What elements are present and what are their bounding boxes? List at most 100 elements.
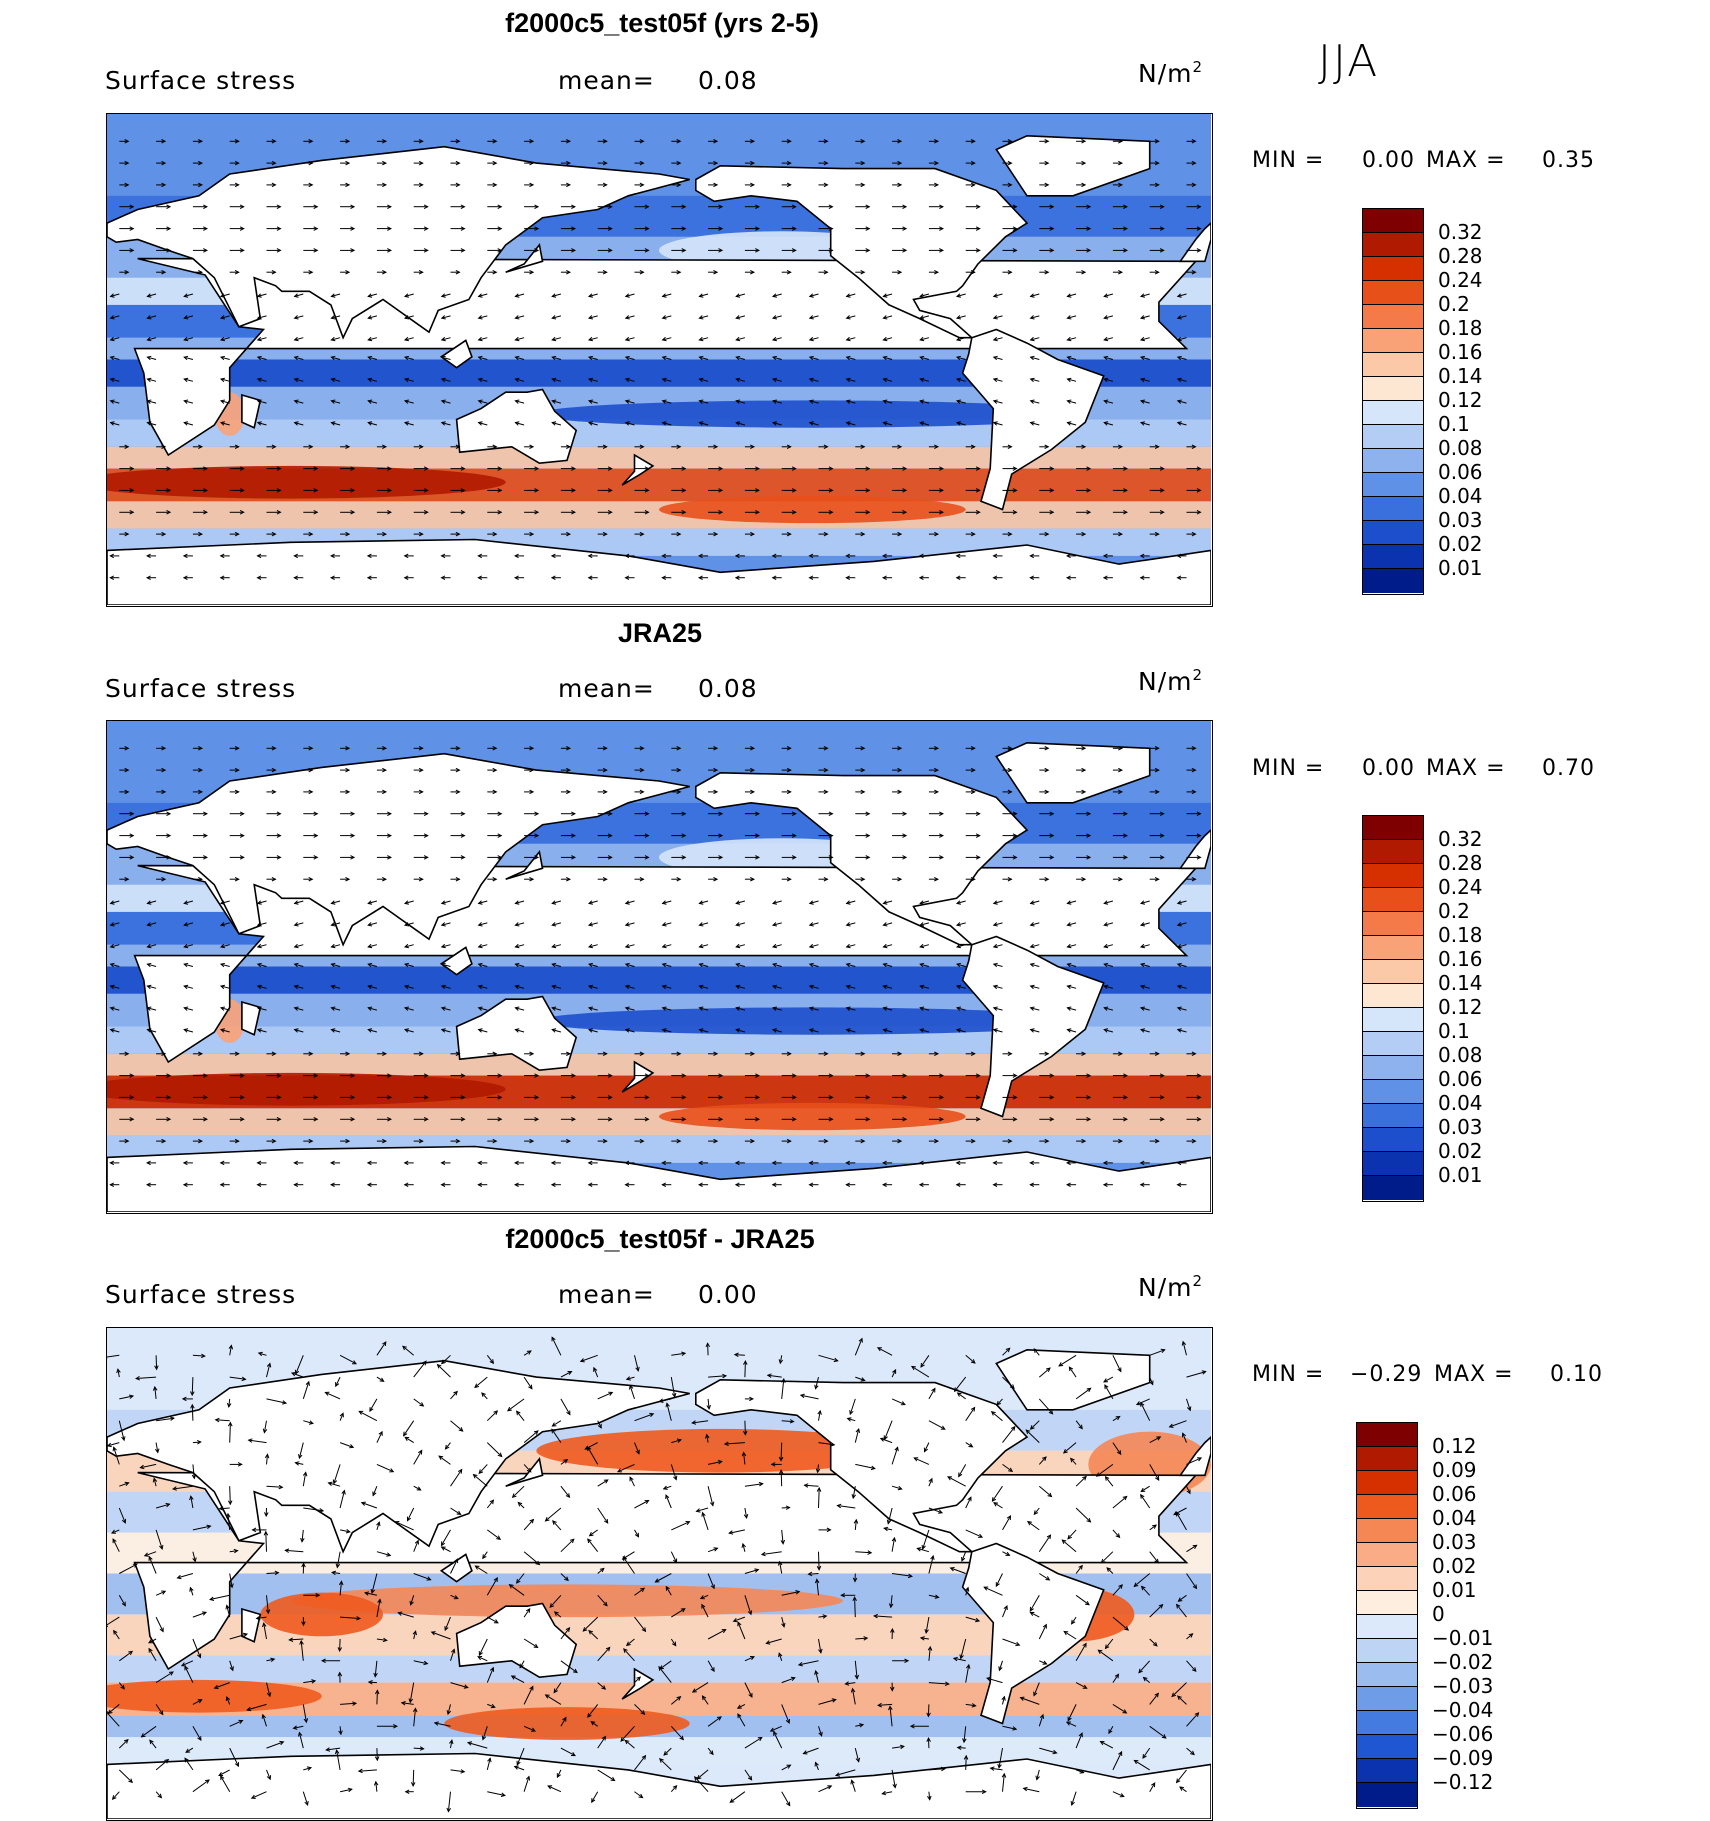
colorbar-tick-label: 0.24 xyxy=(1438,875,1483,899)
panel-1-min-label: MIN = xyxy=(1252,148,1324,173)
map-panel-model xyxy=(106,113,1213,607)
colorbar-tick-label: 0.14 xyxy=(1438,364,1483,388)
colorbar-tick-label: 0.06 xyxy=(1432,1482,1477,1506)
colorbar-tick-label: 0.09 xyxy=(1432,1458,1477,1482)
panel-2-title: JRA25 xyxy=(618,618,702,649)
colorbar-tick-label: −0.02 xyxy=(1432,1650,1493,1674)
colorbar-tick-label: 0.06 xyxy=(1438,1067,1483,1091)
colorbar-tick-label: 0.01 xyxy=(1432,1578,1477,1602)
colorbar-tick-label: 0.1 xyxy=(1438,1019,1470,1043)
colorbar-swatch xyxy=(1363,936,1423,960)
colorbar-swatch xyxy=(1357,1663,1417,1687)
colorbar-swatch xyxy=(1357,1519,1417,1543)
colorbar-swatch xyxy=(1363,281,1423,305)
panel-1-max-label: MAX = xyxy=(1426,148,1506,173)
colorbar-swatch xyxy=(1357,1471,1417,1495)
colorbar-tick-label: −0.09 xyxy=(1432,1746,1493,1770)
colorbar-swatch xyxy=(1363,209,1423,233)
colorbar-swatch xyxy=(1363,1032,1423,1056)
colorbar-tick-label: 0.12 xyxy=(1432,1434,1477,1458)
panel-3-min-label: MIN = xyxy=(1252,1362,1324,1387)
colorbar-tick-label: 0.24 xyxy=(1438,268,1483,292)
panel-2-min-label: MIN = xyxy=(1252,756,1324,781)
colorbar-swatch xyxy=(1357,1759,1417,1783)
colorbar-swatch xyxy=(1363,473,1423,497)
colorbar-swatch xyxy=(1357,1543,1417,1567)
colorbar-swatch xyxy=(1357,1423,1417,1447)
colorbar-tick-label: 0.16 xyxy=(1438,340,1483,364)
colorbar-swatch xyxy=(1363,1080,1423,1104)
colorbar-swatch xyxy=(1357,1687,1417,1711)
colorbar-swatch xyxy=(1357,1615,1417,1639)
colorbar-swatch xyxy=(1357,1639,1417,1663)
colorbar-jra25 xyxy=(1362,815,1424,1202)
panel-2-mean-value: 0.08 xyxy=(698,674,758,703)
colorbar-tick-label: 0.02 xyxy=(1438,532,1483,556)
panel-1-title: f2000c5_test05f (yrs 2-5) xyxy=(505,8,819,39)
colorbar-tick-label: 0.03 xyxy=(1438,1115,1483,1139)
colorbar-swatch xyxy=(1363,864,1423,888)
colorbar-tick-label: 0.12 xyxy=(1438,388,1483,412)
colorbar-swatch xyxy=(1363,569,1423,593)
colorbar-swatch xyxy=(1363,377,1423,401)
colorbar-swatch xyxy=(1363,329,1423,353)
panel-3-title: f2000c5_test05f - JRA25 xyxy=(505,1224,814,1255)
colorbar-swatch xyxy=(1363,1128,1423,1152)
colorbar-tick-label: 0.04 xyxy=(1432,1506,1477,1530)
colorbar-tick-label: −0.03 xyxy=(1432,1674,1493,1698)
colorbar-tick-label: 0.04 xyxy=(1438,1091,1483,1115)
colorbar-tick-label: 0.1 xyxy=(1438,412,1470,436)
panel-2-min-value: 0.00 xyxy=(1362,756,1415,781)
colorbar-swatch xyxy=(1363,1008,1423,1032)
map-panel-jra25 xyxy=(106,720,1213,1214)
colorbar-swatch xyxy=(1363,984,1423,1008)
panel-2-variable: Surface stress xyxy=(105,674,296,703)
colorbar-tick-label: −0.01 xyxy=(1432,1626,1493,1650)
colorbar-tick-label: 0.03 xyxy=(1438,508,1483,532)
colorbar-tick-label: 0.08 xyxy=(1438,1043,1483,1067)
colorbar-swatch xyxy=(1363,545,1423,569)
panel-3-mean-label: mean= xyxy=(558,1280,655,1309)
colorbar-swatch xyxy=(1363,1176,1423,1200)
colorbar-tick-label: 0.18 xyxy=(1438,923,1483,947)
colorbar-tick-label: 0.04 xyxy=(1438,484,1483,508)
panel-3-min-value: −0.29 xyxy=(1350,1362,1422,1387)
colorbar-tick-label: 0.32 xyxy=(1438,220,1483,244)
panel-3-mean-value: 0.00 xyxy=(698,1280,758,1309)
colorbar-tick-label: 0.18 xyxy=(1438,316,1483,340)
colorbar-swatch xyxy=(1363,960,1423,984)
colorbar-tick-label: 0.28 xyxy=(1438,851,1483,875)
colorbar-swatch xyxy=(1357,1495,1417,1519)
colorbar-swatch xyxy=(1363,912,1423,936)
colorbar-tick-label: 0 xyxy=(1432,1602,1445,1626)
colorbar-swatch xyxy=(1357,1591,1417,1615)
panel-3-variable: Surface stress xyxy=(105,1280,296,1309)
colorbar-swatch xyxy=(1363,425,1423,449)
colorbar-tick-label: 0.14 xyxy=(1438,971,1483,995)
colorbar-tick-label: 0.12 xyxy=(1438,995,1483,1019)
colorbar-swatch xyxy=(1357,1783,1417,1807)
colorbar-swatch xyxy=(1357,1447,1417,1471)
colorbar-tick-label: 0.28 xyxy=(1438,244,1483,268)
colorbar-tick-label: 0.02 xyxy=(1438,1139,1483,1163)
panel-2-mean-label: mean= xyxy=(558,674,655,703)
map-model-field xyxy=(107,114,1211,605)
colorbar-swatch xyxy=(1363,840,1423,864)
colorbar-swatch xyxy=(1363,305,1423,329)
colorbar-tick-label: 0.06 xyxy=(1438,460,1483,484)
colorbar-swatch xyxy=(1363,816,1423,840)
panel-1-mean-label: mean= xyxy=(558,66,655,95)
colorbar-tick-label: 0.02 xyxy=(1432,1554,1477,1578)
colorbar-swatch xyxy=(1363,1056,1423,1080)
panel-1-min-value: 0.00 xyxy=(1362,148,1415,173)
colorbar-tick-label: 0.03 xyxy=(1432,1530,1477,1554)
panel-1-max-value: 0.35 xyxy=(1542,148,1595,173)
colorbar-swatch xyxy=(1357,1567,1417,1591)
panel-3-max-value: 0.10 xyxy=(1550,1362,1603,1387)
colorbar-tick-label: 0.2 xyxy=(1438,292,1470,316)
colorbar-swatch xyxy=(1363,233,1423,257)
colorbar-tick-label: −0.06 xyxy=(1432,1722,1493,1746)
colorbar-tick-label: 0.16 xyxy=(1438,947,1483,971)
colorbar-swatch xyxy=(1363,449,1423,473)
colorbar-swatch xyxy=(1363,888,1423,912)
